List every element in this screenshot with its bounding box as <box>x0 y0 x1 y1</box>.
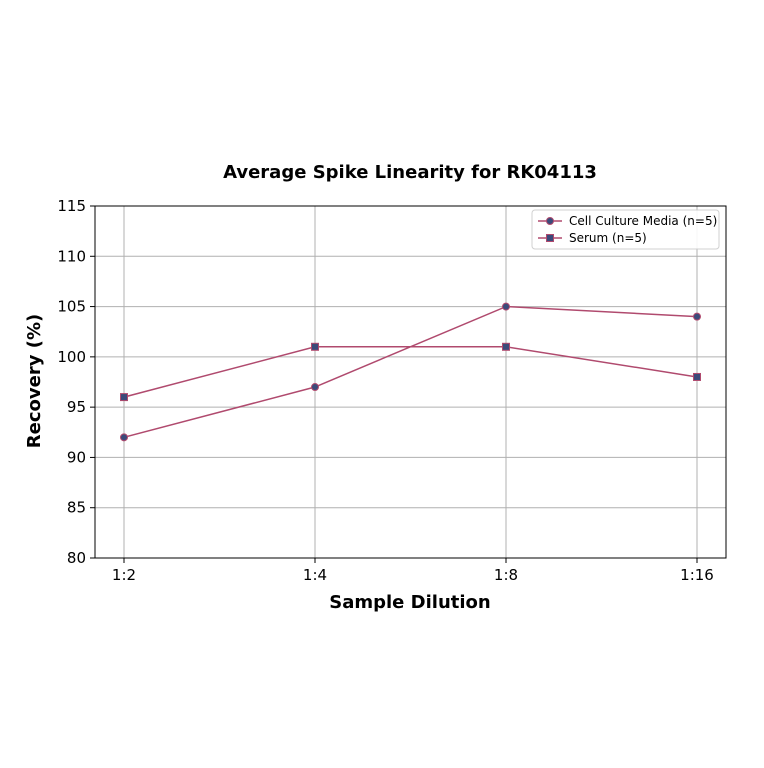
y-tick-label: 100 <box>57 348 86 366</box>
y-tick-label: 85 <box>67 499 86 517</box>
data-point-square <box>693 372 701 381</box>
data-point-circle <box>693 312 701 321</box>
data-point-square <box>502 342 510 351</box>
data-point-circle <box>502 302 510 311</box>
y-tick-label: 105 <box>57 298 86 316</box>
legend-item: Serum (n=5) <box>538 231 647 245</box>
axes-layer: 80 85 90 95 100 105 110 115 1:2 1:4 1:8 1:16 <box>57 197 727 584</box>
x-tick-label: 1:4 <box>303 566 327 584</box>
legend-marker-square <box>546 234 554 242</box>
series-line <box>123 346 698 398</box>
legend: Cell Culture Media (n=5) Serum (n=5) <box>531 209 720 250</box>
x-tick-label: 1:8 <box>494 566 518 584</box>
chart-title: Average Spike Linearity for RK04113 <box>223 162 597 183</box>
grid-layer <box>95 205 726 559</box>
series-2 <box>120 342 701 402</box>
y-tick-label: 115 <box>57 197 86 215</box>
legend-label: Cell Culture Media (n=5) <box>569 214 717 228</box>
y-tick-label: 80 <box>67 549 86 567</box>
series-1 <box>120 302 701 442</box>
x-tick-label: 1:16 <box>680 566 714 584</box>
data-point-circle <box>311 383 319 392</box>
plot-frame <box>94 205 727 559</box>
legend-marker-circle <box>546 217 554 225</box>
y-axis-label: Recovery (%) <box>24 314 45 448</box>
x-axis-label: Sample Dilution <box>329 592 490 613</box>
x-tick-label: 1:2 <box>112 566 136 584</box>
legend-label: Serum (n=5) <box>569 231 647 245</box>
legend-item: Cell Culture Media (n=5) <box>538 214 717 228</box>
y-tick-label: 90 <box>67 448 86 466</box>
series-line <box>123 305 698 439</box>
legend-box <box>531 209 720 250</box>
data-point-square <box>311 342 319 351</box>
y-tick-label: 95 <box>67 398 86 416</box>
y-tick-label: 110 <box>57 247 86 265</box>
data-point-square <box>120 393 128 402</box>
series-layer <box>120 302 701 442</box>
data-point-circle <box>120 433 128 442</box>
